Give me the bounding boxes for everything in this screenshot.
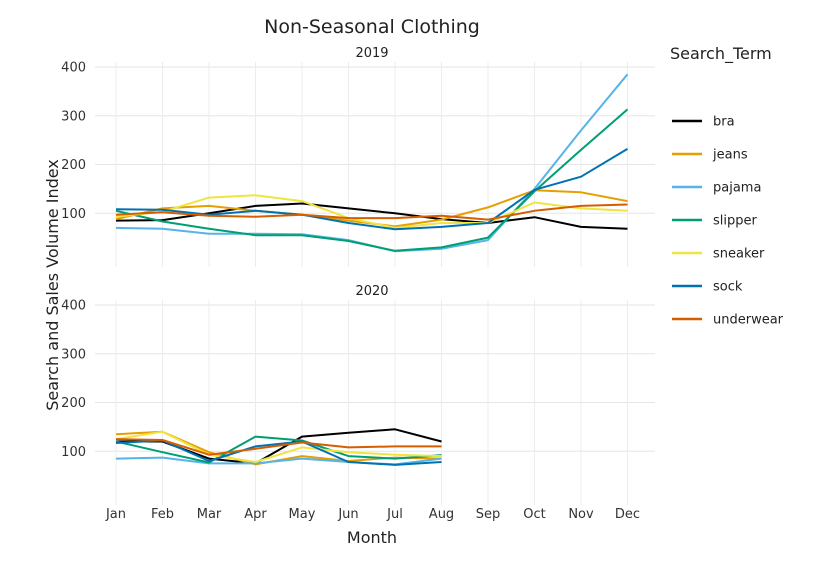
- legend-item-jeans: jeans: [672, 148, 748, 163]
- y-tick-label: 100: [61, 207, 86, 222]
- legend-label: pajama: [713, 181, 761, 196]
- y-tick-label: 400: [61, 61, 86, 76]
- chart-title: Non-Seasonal Clothing: [264, 16, 480, 38]
- series-line-jeans: [115, 430, 442, 466]
- y-tick-label: 300: [61, 109, 86, 124]
- x-tick-label: Nov: [568, 507, 594, 522]
- chart-panels: 2019 100 200 300 400 2020 100 200 300 400: [61, 46, 655, 505]
- x-axis-title: Month: [347, 528, 397, 547]
- x-tick-label: Aug: [429, 507, 454, 522]
- x-tick-label: Jun: [337, 507, 358, 522]
- legend-item-slipper: slipper: [672, 214, 757, 229]
- legend-label: bra: [713, 115, 735, 130]
- x-tick-label: Mar: [197, 507, 222, 522]
- legend-label: underwear: [713, 313, 784, 328]
- y-tick-label: 200: [61, 396, 86, 411]
- x-tick-label: Jan: [105, 507, 126, 522]
- gridlines: [95, 62, 655, 267]
- legend-label: jeans: [712, 148, 748, 163]
- legend-item-sneaker: sneaker: [672, 247, 765, 262]
- x-axis: Jan Feb Mar Apr May Jun Jul Aug Sep Oct Nov Dec: [105, 507, 640, 522]
- panel-2019: 2019 100 200 300 400: [61, 46, 655, 267]
- series-line-sneaker: [115, 194, 628, 229]
- y-tick-label: 300: [61, 347, 86, 362]
- x-tick-label: Oct: [523, 507, 545, 522]
- x-tick-label: Apr: [244, 507, 267, 522]
- legend-title: Search_Term: [670, 44, 772, 64]
- y-tick-label: 100: [61, 445, 86, 460]
- legend-item-sock: sock: [672, 280, 743, 295]
- legend-item-bra: bra: [672, 115, 735, 130]
- y-tick-label: 200: [61, 158, 86, 173]
- legend-label: sock: [713, 280, 743, 295]
- panel-label: 2020: [355, 284, 388, 299]
- series-line-sneaker: [115, 430, 442, 463]
- y-axis-title: Search and Sales Volume Index: [43, 159, 62, 411]
- x-tick-label: Dec: [615, 507, 640, 522]
- series-line-underwear: [115, 203, 628, 221]
- legend: bra jeans pajama slipper sneaker sock underwea…: [672, 115, 784, 328]
- x-tick-label: Jul: [386, 507, 403, 522]
- legend-label: sneaker: [713, 247, 765, 262]
- series-line-slipper: [115, 108, 629, 252]
- series-line-underwear: [115, 438, 442, 456]
- x-tick-label: May: [289, 507, 316, 522]
- legend-item-underwear: underwear: [672, 313, 784, 328]
- panel-2020: 2020 100 200 300 400: [61, 284, 655, 505]
- panel-label: 2019: [355, 46, 388, 61]
- series-line-sock: [115, 439, 442, 466]
- legend-item-pajama: pajama: [672, 181, 761, 196]
- series-line-slipper: [115, 435, 442, 464]
- x-tick-label: Sep: [476, 507, 501, 522]
- gridlines: [95, 300, 655, 505]
- series-line-sock: [115, 148, 629, 231]
- series-line-pajama: [115, 73, 629, 253]
- legend-label: slipper: [713, 214, 757, 229]
- x-tick-label: Feb: [151, 507, 174, 522]
- y-tick-label: 400: [61, 299, 86, 314]
